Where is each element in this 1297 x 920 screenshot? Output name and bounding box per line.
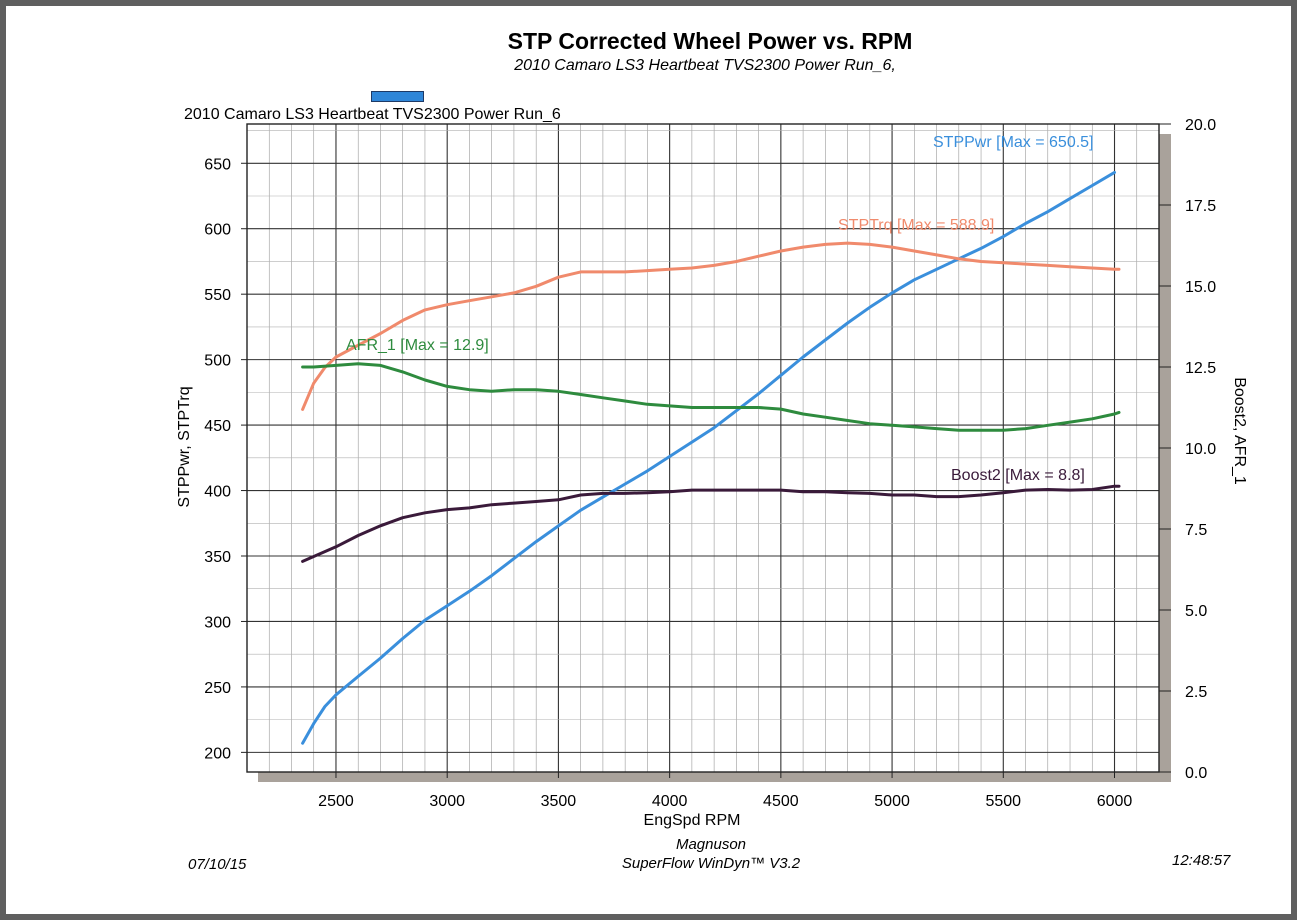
series-label-boost2: Boost2 [Max = 8.8] — [951, 467, 1085, 484]
x-tick-label: 5500 — [985, 793, 1021, 810]
y-left-tick-label: 300 — [204, 614, 231, 631]
chart-title: STP Corrected Wheel Power vs. RPM — [507, 28, 913, 54]
shadow-bottom — [258, 772, 1171, 782]
shadow-right — [1159, 134, 1171, 782]
series-label-stptrq: STPTrq [Max = 588.9] — [838, 217, 994, 234]
y-right-tick-label: 10.0 — [1185, 441, 1216, 458]
y-left-tick-label: 350 — [204, 549, 231, 566]
footer-date: 07/10/15 — [188, 856, 247, 873]
run-name-label: 2010 Camaro LS3 Heartbeat TVS2300 Power … — [184, 106, 561, 123]
series-label-afr_1: AFR_1 [Max = 12.9] — [346, 337, 489, 354]
y-right-tick-label: 2.5 — [1185, 684, 1207, 701]
x-tick-label: 4000 — [652, 793, 688, 810]
x-axis-label: EngSpd RPM — [644, 812, 741, 829]
grid — [247, 124, 1159, 772]
series-lines — [301, 170, 1121, 745]
series-line-stptrq — [301, 241, 1121, 411]
x-tick-label: 3000 — [429, 793, 465, 810]
y-right-tick-label: 12.5 — [1185, 360, 1216, 377]
x-tick-label: 6000 — [1097, 793, 1133, 810]
y-axis-right-label: Boost2, AFR_1 — [1231, 377, 1248, 485]
y-left-tick-label: 250 — [204, 680, 231, 697]
y-axis-left-label: STPPwr, STPTrq — [176, 386, 193, 507]
y-right-tick-label: 7.5 — [1185, 522, 1207, 539]
y-left-tick-label: 200 — [204, 745, 231, 762]
y-right-tick-label: 5.0 — [1185, 603, 1207, 620]
y-left-tick-label: 600 — [204, 222, 231, 239]
series-line-boost2 — [301, 484, 1121, 563]
x-tick-label: 2500 — [318, 793, 354, 810]
y-right-tick-label: 20.0 — [1185, 117, 1216, 134]
footer-software: SuperFlow WinDyn™ V3.2 — [621, 855, 801, 872]
y-left-tick-label: 650 — [204, 156, 231, 173]
series-label-stppwr: STPPwr [Max = 650.5] — [933, 134, 1094, 151]
y-left-tick-label: 500 — [204, 353, 231, 370]
y-right-tick-label: 15.0 — [1185, 279, 1216, 296]
footer-maker: Magnuson — [675, 836, 747, 853]
y-left-tick-label: 400 — [204, 484, 231, 501]
legend-swatch — [371, 91, 424, 102]
y-right-tick-label: 0.0 — [1185, 765, 1207, 782]
tick-labels: 2500 3000 3500 4000 4500 5000 5500 6000 200 250 30… — [204, 117, 1216, 810]
series-line-stppwr — [301, 170, 1116, 745]
x-tick-label: 3500 — [541, 793, 577, 810]
series-labels: STPPwr [Max = 650.5] STPTrq [Max = 588.9]… — [346, 134, 1094, 484]
x-tick-label: 5000 — [874, 793, 910, 810]
y-left-tick-label: 450 — [204, 418, 231, 435]
x-tick-label: 4500 — [763, 793, 799, 810]
y-right-tick-label: 17.5 — [1185, 198, 1216, 215]
plot-background — [247, 124, 1159, 772]
chart-subtitle: 2010 Camaro LS3 Heartbeat TVS2300 Power … — [514, 57, 896, 74]
y-left-tick-label: 550 — [204, 287, 231, 304]
plot-shadow — [247, 124, 1171, 782]
footer-time: 12:48:57 — [1172, 852, 1231, 869]
series-line-afr_1 — [301, 362, 1121, 432]
